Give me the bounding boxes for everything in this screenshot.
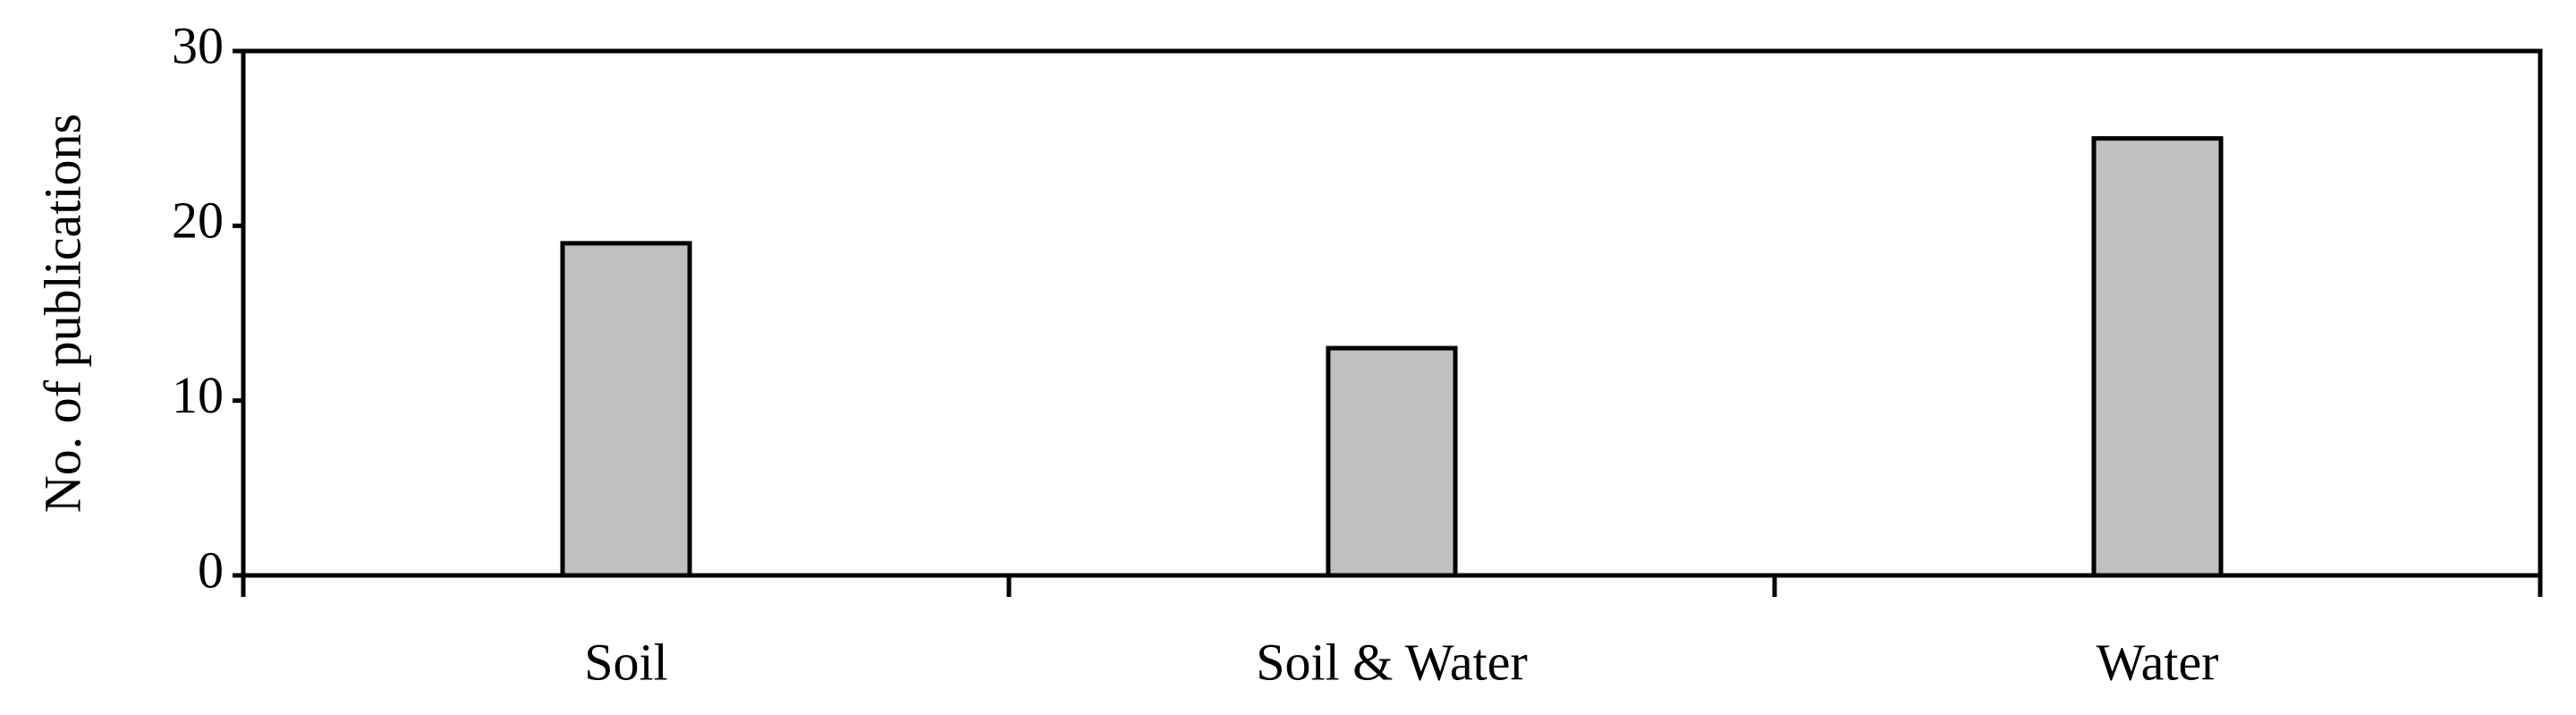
y-tick-label: 20 — [172, 192, 224, 250]
x-tick-label: Water — [2096, 633, 2218, 691]
bar — [2091, 136, 2224, 578]
y-tick-label: 0 — [198, 541, 224, 599]
y-axis-label: No. of publications — [33, 114, 91, 513]
x-tick-label: Soil & Water — [1256, 633, 1528, 691]
y-tick-label: 10 — [172, 366, 224, 424]
y-tick-label: 30 — [172, 16, 224, 74]
x-tick-label: Soil — [584, 633, 668, 691]
bar — [560, 241, 692, 578]
bar — [1326, 345, 1458, 578]
